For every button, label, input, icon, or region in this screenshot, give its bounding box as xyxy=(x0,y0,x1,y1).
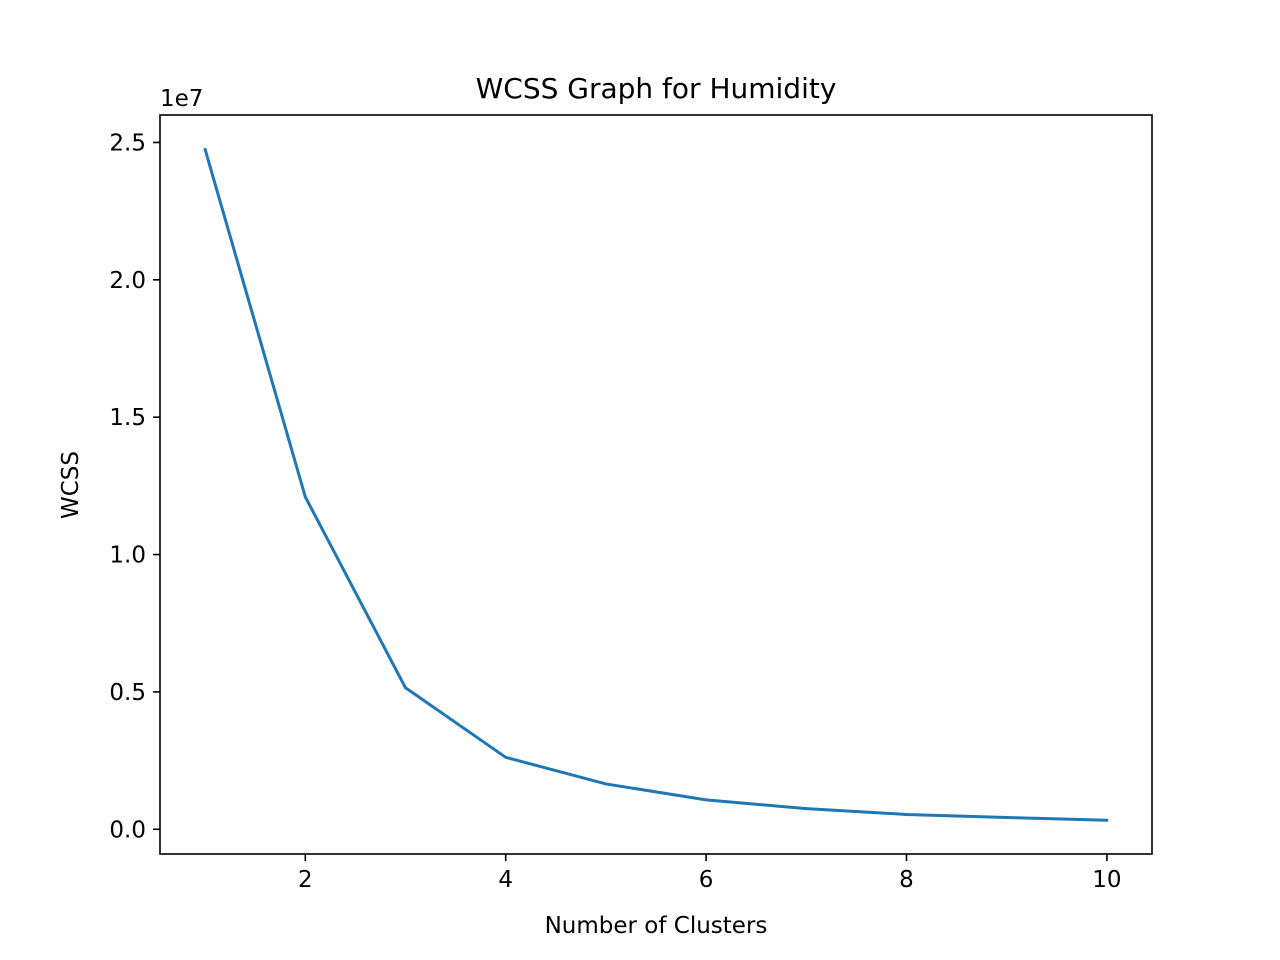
y-tick-label: 2.0 xyxy=(109,268,146,294)
chart-title: WCSS Graph for Humidity xyxy=(476,72,837,105)
x-tick-label: 4 xyxy=(498,867,513,893)
x-tick-label: 10 xyxy=(1092,867,1121,893)
data-point xyxy=(1105,818,1109,822)
y-tick-label: 0.5 xyxy=(109,680,146,706)
data-point xyxy=(804,807,808,811)
y-tick-label: 0.0 xyxy=(109,817,146,843)
x-tick-label: 8 xyxy=(899,867,914,893)
plot-area-frame xyxy=(159,114,1153,855)
series-points xyxy=(203,147,1109,822)
y-tick-label: 1.0 xyxy=(109,543,146,569)
y-tick-label: 2.5 xyxy=(109,130,146,156)
y-axis-offset-label: 1e7 xyxy=(160,86,203,112)
data-point xyxy=(303,495,307,499)
data-point xyxy=(504,755,508,759)
data-point xyxy=(403,686,407,690)
data-point xyxy=(704,798,708,802)
data-point xyxy=(203,147,207,151)
data-point xyxy=(905,812,909,816)
x-axis-ticks: 2 4 6 8 10 xyxy=(298,854,1122,893)
data-point xyxy=(604,782,608,786)
wcss-series-line xyxy=(203,148,1107,822)
data-point xyxy=(1005,815,1009,819)
x-axis-label: Number of Clusters xyxy=(545,913,768,939)
x-tick-label: 2 xyxy=(298,867,313,893)
y-axis-label: WCSS xyxy=(58,451,84,519)
x-tick-label: 6 xyxy=(699,867,714,893)
y-tick-label: 1.5 xyxy=(109,405,146,431)
y-axis-ticks: 0.0 0.5 1.0 1.5 2.0 2.5 xyxy=(109,130,160,843)
